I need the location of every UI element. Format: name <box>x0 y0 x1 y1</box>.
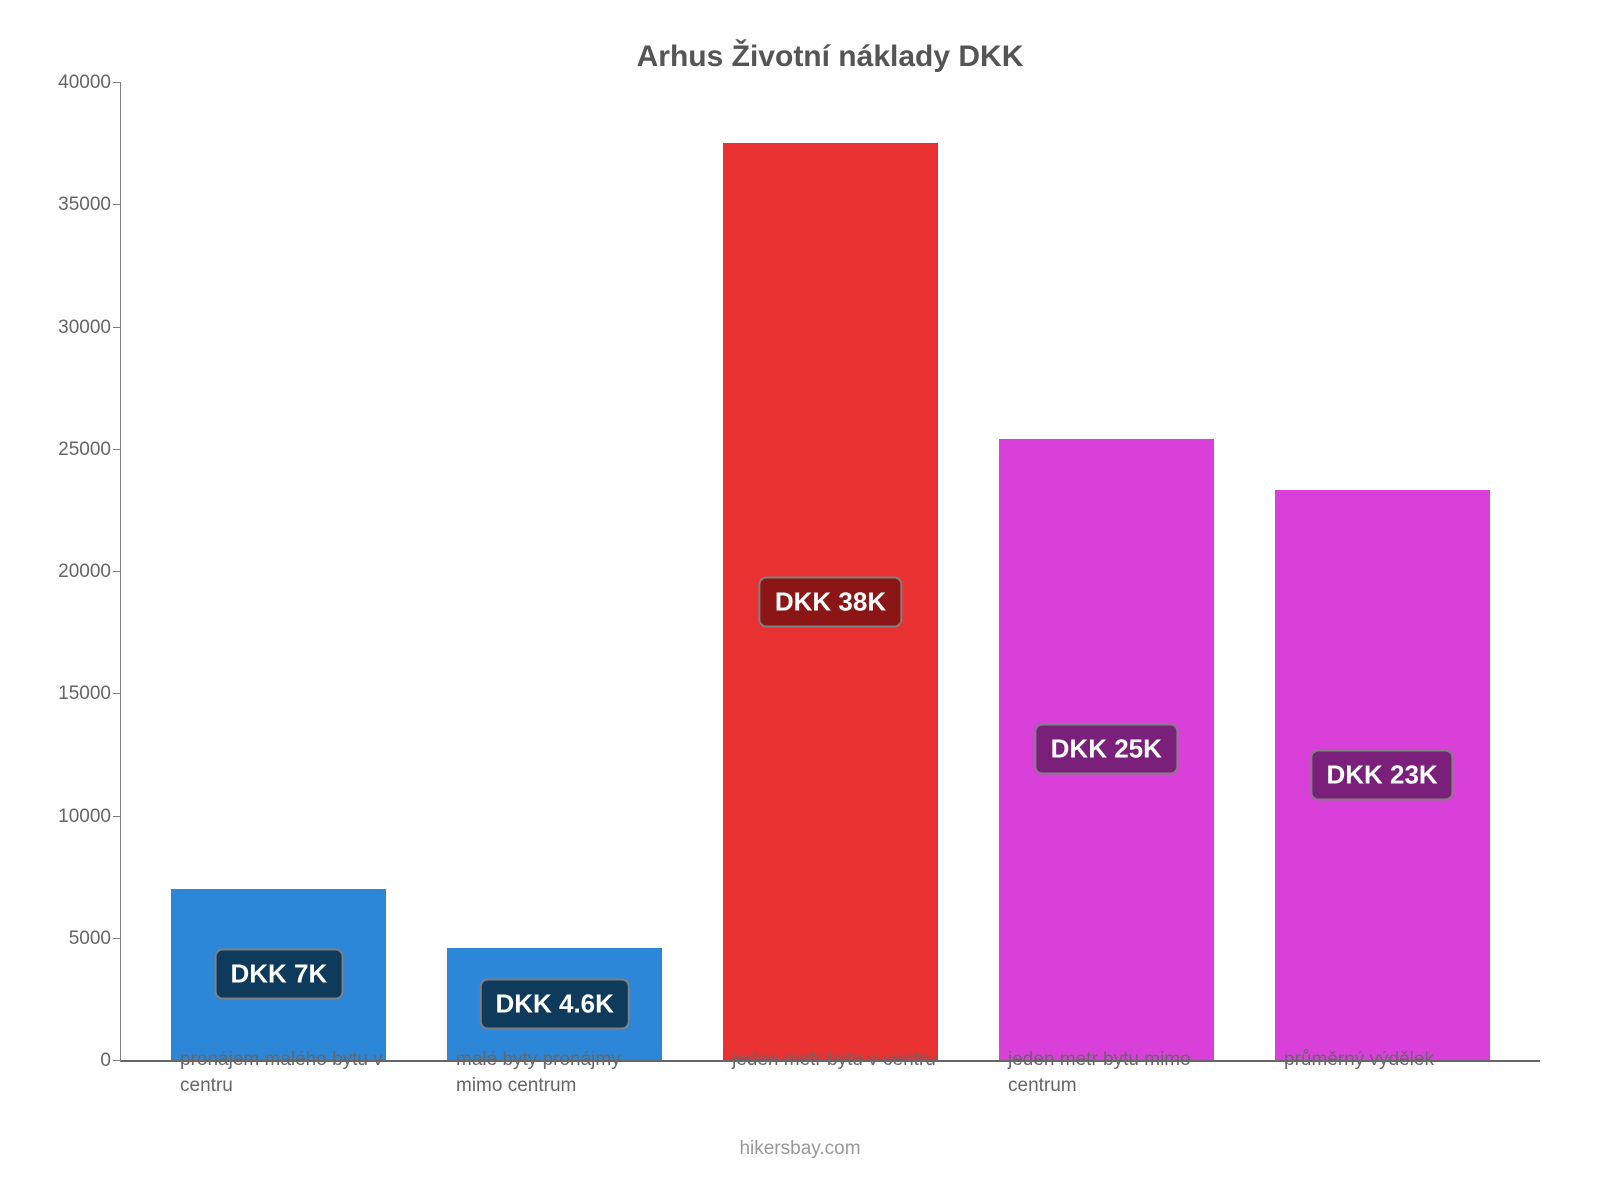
bar-column: DKK 23K <box>1244 82 1520 1060</box>
y-tick-label: 30000 <box>41 317 111 339</box>
chart-footer: hikersbay.com <box>0 1138 1600 1160</box>
y-tick-mark <box>113 816 121 817</box>
y-tick-label: 35000 <box>41 194 111 216</box>
bar: DKK 23K <box>1275 490 1490 1060</box>
bar-column: DKK 4.6K <box>417 82 693 1060</box>
y-tick-mark <box>113 938 121 939</box>
y-tick-label: 5000 <box>41 928 111 950</box>
y-tick-mark <box>113 327 121 328</box>
y-tick-label: 15000 <box>41 683 111 705</box>
bar: DKK 38K <box>723 143 938 1060</box>
bar-column: DKK 25K <box>968 82 1244 1060</box>
y-tick-label: 40000 <box>41 72 111 94</box>
x-axis-label: pronájem malého bytu v centru <box>140 1047 416 1100</box>
bar-value-badge: DKK 25K <box>1035 724 1178 775</box>
bars-region: DKK 7K DKK 4.6K DKK 38K DKK 25K DKK 23K <box>121 82 1540 1060</box>
bar-value-badge: DKK 38K <box>759 576 902 627</box>
bar-value-badge: DKK 4.6K <box>479 978 629 1029</box>
y-tick-label: 25000 <box>41 439 111 461</box>
y-tick-mark <box>113 693 121 694</box>
chart-container: Arhus Životní náklady DKK 05000100001500… <box>0 0 1600 1200</box>
y-tick-mark <box>113 571 121 572</box>
y-tick-label: 10000 <box>41 806 111 828</box>
x-axis-label: průměrný výdělek <box>1244 1047 1520 1100</box>
bar-column: DKK 38K <box>693 82 969 1060</box>
plot-area: 0500010000150002000025000300003500040000… <box>120 82 1540 1062</box>
bar-column: DKK 7K <box>141 82 417 1060</box>
y-tick-mark <box>113 449 121 450</box>
bar-value-badge: DKK 7K <box>214 949 343 1000</box>
x-axis-label: jeden metr bytu v centru <box>692 1047 968 1100</box>
y-tick-mark <box>113 204 121 205</box>
x-axis-label: jeden metr bytu mimo centrum <box>968 1047 1244 1100</box>
y-tick-label: 0 <box>41 1050 111 1072</box>
y-tick-mark <box>113 82 121 83</box>
chart-title: Arhus Životní náklady DKK <box>120 40 1540 74</box>
bar: DKK 7K <box>171 889 386 1060</box>
x-axis-labels: pronájem malého bytu v centrumalé byty p… <box>120 1047 1540 1100</box>
y-tick-label: 20000 <box>41 561 111 583</box>
bar: DKK 4.6K <box>447 948 662 1060</box>
x-axis-label: malé byty pronájmy mimo centrum <box>416 1047 692 1100</box>
bar: DKK 25K <box>999 439 1214 1060</box>
bar-value-badge: DKK 23K <box>1310 750 1453 801</box>
